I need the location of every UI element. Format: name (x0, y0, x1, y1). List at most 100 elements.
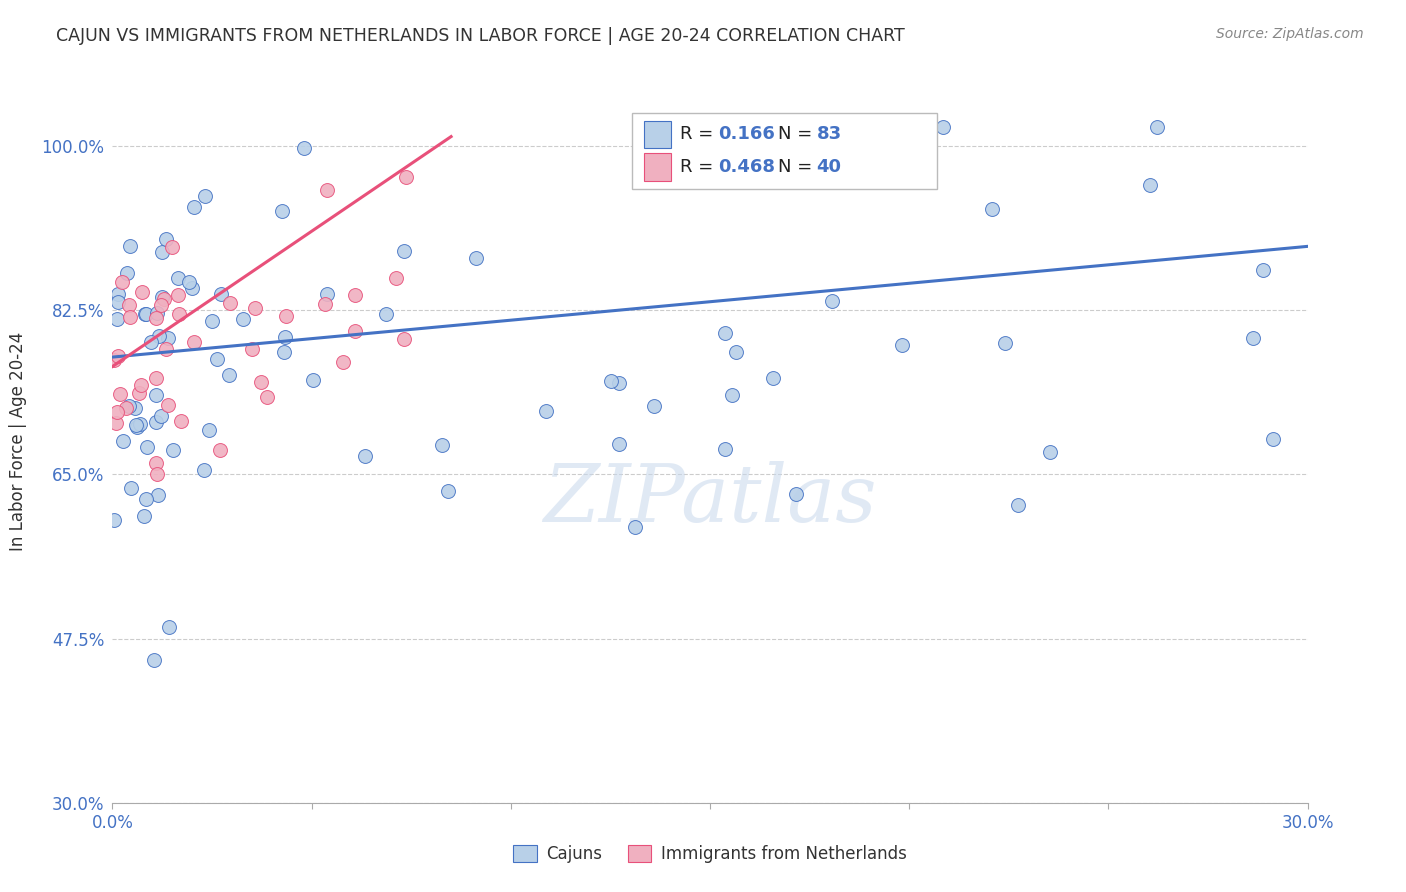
Point (332, 355, 354, 369)
Point (152, 292, 174, 306)
Point (145, 415, 167, 429)
Text: 0.468: 0.468 (718, 158, 775, 176)
Point (1139, 178, 1161, 192)
FancyBboxPatch shape (644, 120, 671, 148)
Point (104, 417, 127, 431)
Point (139, 335, 162, 350)
Point (218, 295, 240, 310)
Point (623, 520, 645, 534)
Point (155, 232, 177, 246)
Point (124, 418, 146, 433)
Point (115, 266, 138, 280)
Point (1007, 498, 1029, 512)
Point (170, 414, 193, 428)
Point (209, 286, 232, 301)
Text: 40: 40 (817, 158, 841, 176)
Point (148, 328, 170, 343)
Text: Source: ZipAtlas.com: Source: ZipAtlas.com (1216, 27, 1364, 41)
Point (129, 378, 152, 392)
FancyBboxPatch shape (633, 112, 938, 189)
Point (134, 307, 156, 321)
Point (232, 312, 254, 326)
Point (149, 298, 172, 312)
Point (392, 244, 415, 258)
Point (135, 307, 157, 321)
Point (193, 463, 215, 477)
Point (135, 440, 157, 454)
Point (932, 120, 955, 135)
Point (120, 481, 142, 495)
Point (135, 492, 157, 507)
Point (105, 405, 128, 419)
Text: N =: N = (778, 126, 818, 144)
Point (118, 298, 141, 312)
Point (155, 342, 177, 356)
Point (179, 275, 201, 289)
Point (145, 371, 167, 385)
Point (271, 203, 294, 218)
Point (111, 275, 134, 289)
Point (274, 329, 297, 343)
Point (1039, 445, 1062, 459)
Point (353, 449, 375, 463)
Point (770, 145, 793, 159)
Point (714, 442, 737, 457)
Point (115, 401, 138, 416)
Point (156, 398, 179, 412)
Point (159, 620, 181, 634)
Point (250, 375, 273, 389)
Text: R =: R = (681, 158, 718, 176)
Point (111, 434, 134, 449)
Point (432, 438, 454, 452)
Point (103, 513, 125, 527)
Point (180, 281, 202, 295)
Point (607, 376, 630, 390)
Text: 83: 83 (817, 126, 842, 144)
Point (302, 373, 325, 387)
Point (149, 409, 172, 424)
Point (146, 488, 169, 502)
Point (124, 401, 146, 416)
Point (207, 351, 229, 366)
Point (785, 487, 807, 501)
Point (156, 331, 179, 345)
Point (131, 285, 153, 299)
Point (243, 301, 266, 315)
Point (128, 385, 150, 400)
Point (167, 271, 190, 285)
Point (314, 296, 336, 310)
Point (209, 443, 232, 458)
Point (103, 353, 125, 368)
Point (395, 169, 418, 184)
Point (107, 350, 129, 364)
Point (823, 153, 845, 167)
Point (1241, 331, 1264, 345)
Point (183, 334, 205, 349)
Point (107, 287, 129, 301)
Text: N =: N = (778, 158, 818, 176)
Point (218, 368, 240, 382)
Point (384, 270, 406, 285)
Point (821, 293, 844, 308)
Point (145, 388, 167, 402)
Point (183, 200, 205, 214)
Point (1251, 262, 1274, 277)
Point (107, 295, 129, 310)
Point (599, 374, 621, 388)
Point (125, 420, 148, 434)
Point (145, 306, 167, 320)
Point (145, 311, 167, 326)
Point (166, 288, 188, 302)
Point (747, 155, 769, 169)
Point (198, 423, 221, 437)
Point (162, 442, 184, 457)
Text: 0.166: 0.166 (718, 126, 775, 144)
Y-axis label: In Labor Force | Age 20-24: In Labor Force | Age 20-24 (10, 332, 27, 551)
Point (150, 290, 173, 304)
Point (316, 287, 339, 301)
Point (994, 335, 1017, 350)
Point (465, 251, 488, 265)
Point (118, 239, 141, 253)
Point (721, 387, 744, 401)
Point (643, 400, 665, 414)
